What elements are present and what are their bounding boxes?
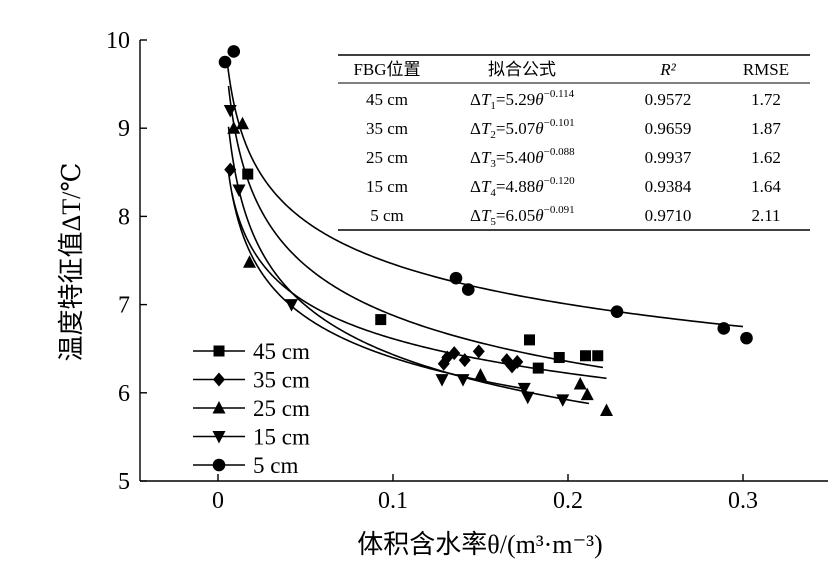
legend-label: 35 cm bbox=[253, 368, 310, 393]
table-header: RMSE bbox=[743, 60, 789, 79]
data-point bbox=[511, 354, 524, 369]
data-point bbox=[456, 374, 470, 387]
legend-marker bbox=[212, 458, 226, 472]
fit-curve bbox=[227, 85, 604, 369]
table-cell-r2: 0.9572 bbox=[645, 90, 692, 109]
table-cell-position: 5 cm bbox=[370, 206, 404, 225]
fit-table: FBG位置 拟合公式 R² RMSE 45 cm ΔT1=5.29θ−0.114 0.957… bbox=[338, 54, 810, 231]
table-cell-r2: 0.9384 bbox=[645, 177, 692, 196]
data-point bbox=[224, 162, 237, 177]
table-cell-position: 35 cm bbox=[366, 119, 408, 138]
data-point bbox=[610, 305, 624, 318]
data-point bbox=[600, 403, 613, 416]
table-cell-rmse: 1.64 bbox=[751, 177, 781, 196]
data-point bbox=[227, 45, 241, 58]
table-cell-r2: 0.9659 bbox=[645, 119, 692, 138]
legend-label: 25 cm bbox=[253, 396, 310, 421]
data-point bbox=[375, 314, 387, 326]
table-cell-rmse: 1.72 bbox=[751, 90, 781, 109]
table-cell-position: 15 cm bbox=[366, 177, 408, 196]
data-point bbox=[580, 387, 594, 401]
legend: 45 cm 35 cm 25 cm 15 cm 5 cm bbox=[193, 339, 310, 478]
data-point bbox=[573, 376, 587, 390]
x-tick-label: 0 bbox=[212, 488, 224, 514]
data-point bbox=[449, 271, 463, 285]
y-tick-label: 10 bbox=[106, 28, 130, 54]
legend-label: 15 cm bbox=[253, 425, 310, 450]
x-axis-title: 体积含水率θ/(m³·m⁻³) bbox=[357, 530, 602, 559]
y-axis-title: 温度特征值ΔT/℃ bbox=[57, 163, 86, 362]
data-point bbox=[556, 394, 570, 407]
legend-label: 5 cm bbox=[253, 453, 298, 478]
data-point bbox=[461, 283, 475, 296]
data-point bbox=[236, 116, 249, 130]
legend-marker bbox=[212, 431, 226, 444]
data-point bbox=[580, 350, 591, 362]
y-tick-label: 5 bbox=[118, 469, 130, 495]
fit-curve bbox=[225, 57, 744, 328]
table-cell-formula: ΔT5=6.05θ−0.091 bbox=[470, 204, 575, 228]
data-point bbox=[532, 362, 544, 374]
table-cell-formula: ΔT3=5.40θ−0.088 bbox=[470, 146, 575, 170]
data-point bbox=[232, 184, 246, 197]
table-cell-formula: ΔT4=4.88θ−0.120 bbox=[470, 175, 575, 199]
data-point bbox=[517, 382, 531, 396]
legend-marker bbox=[212, 401, 226, 414]
table-cell-position: 45 cm bbox=[366, 90, 408, 109]
y-tick-label: 9 bbox=[118, 116, 130, 142]
data-point bbox=[717, 322, 731, 335]
table-header: 拟合公式 bbox=[488, 60, 556, 79]
data-point bbox=[592, 350, 604, 362]
fit-curve bbox=[227, 126, 590, 405]
data-point bbox=[524, 334, 535, 346]
data-point bbox=[472, 344, 485, 359]
table-cell-rmse: 2.11 bbox=[751, 206, 780, 225]
table-cell-rmse: 1.62 bbox=[751, 148, 781, 167]
data-point bbox=[243, 255, 256, 268]
data-point bbox=[218, 55, 232, 69]
x-tick-label: 0.2 bbox=[553, 488, 583, 514]
data-points bbox=[218, 45, 753, 416]
legend-marker bbox=[213, 345, 225, 357]
fit-curves bbox=[225, 57, 744, 405]
table-cell-rmse: 1.87 bbox=[751, 119, 781, 138]
table-cell-r2: 0.9937 bbox=[645, 148, 692, 167]
x-tick-label: 0.3 bbox=[728, 488, 758, 514]
x-tick-label: 0.1 bbox=[378, 488, 408, 514]
data-point bbox=[553, 352, 565, 364]
y-tick-label: 8 bbox=[118, 204, 130, 230]
data-point bbox=[474, 368, 487, 381]
table-cell-r2: 0.9710 bbox=[645, 206, 692, 225]
data-point bbox=[223, 105, 237, 118]
table-header: R² bbox=[659, 60, 676, 79]
data-point bbox=[435, 374, 449, 387]
data-point bbox=[740, 331, 753, 345]
data-point bbox=[227, 121, 241, 134]
table-header: FBG位置 bbox=[353, 60, 420, 79]
y-tick-label: 7 bbox=[118, 293, 130, 319]
legend-label: 45 cm bbox=[253, 339, 310, 364]
data-point bbox=[242, 168, 254, 180]
data-point bbox=[285, 299, 298, 312]
data-point bbox=[458, 353, 471, 368]
table-cell-position: 25 cm bbox=[366, 148, 408, 167]
table-cell-formula: ΔT2=5.07θ−0.101 bbox=[470, 117, 575, 141]
legend-marker bbox=[213, 372, 225, 387]
data-point bbox=[521, 391, 535, 405]
table-cell-formula: ΔT1=5.29θ−0.114 bbox=[470, 88, 575, 112]
y-tick-label: 6 bbox=[118, 381, 130, 407]
data-point bbox=[448, 346, 461, 361]
axes: 5 6 7 8 9 10 0 0.1 0.2 0.3 体积含水率θ/(m³·m⁻³) 温度特征值ΔT/… bbox=[57, 28, 828, 559]
